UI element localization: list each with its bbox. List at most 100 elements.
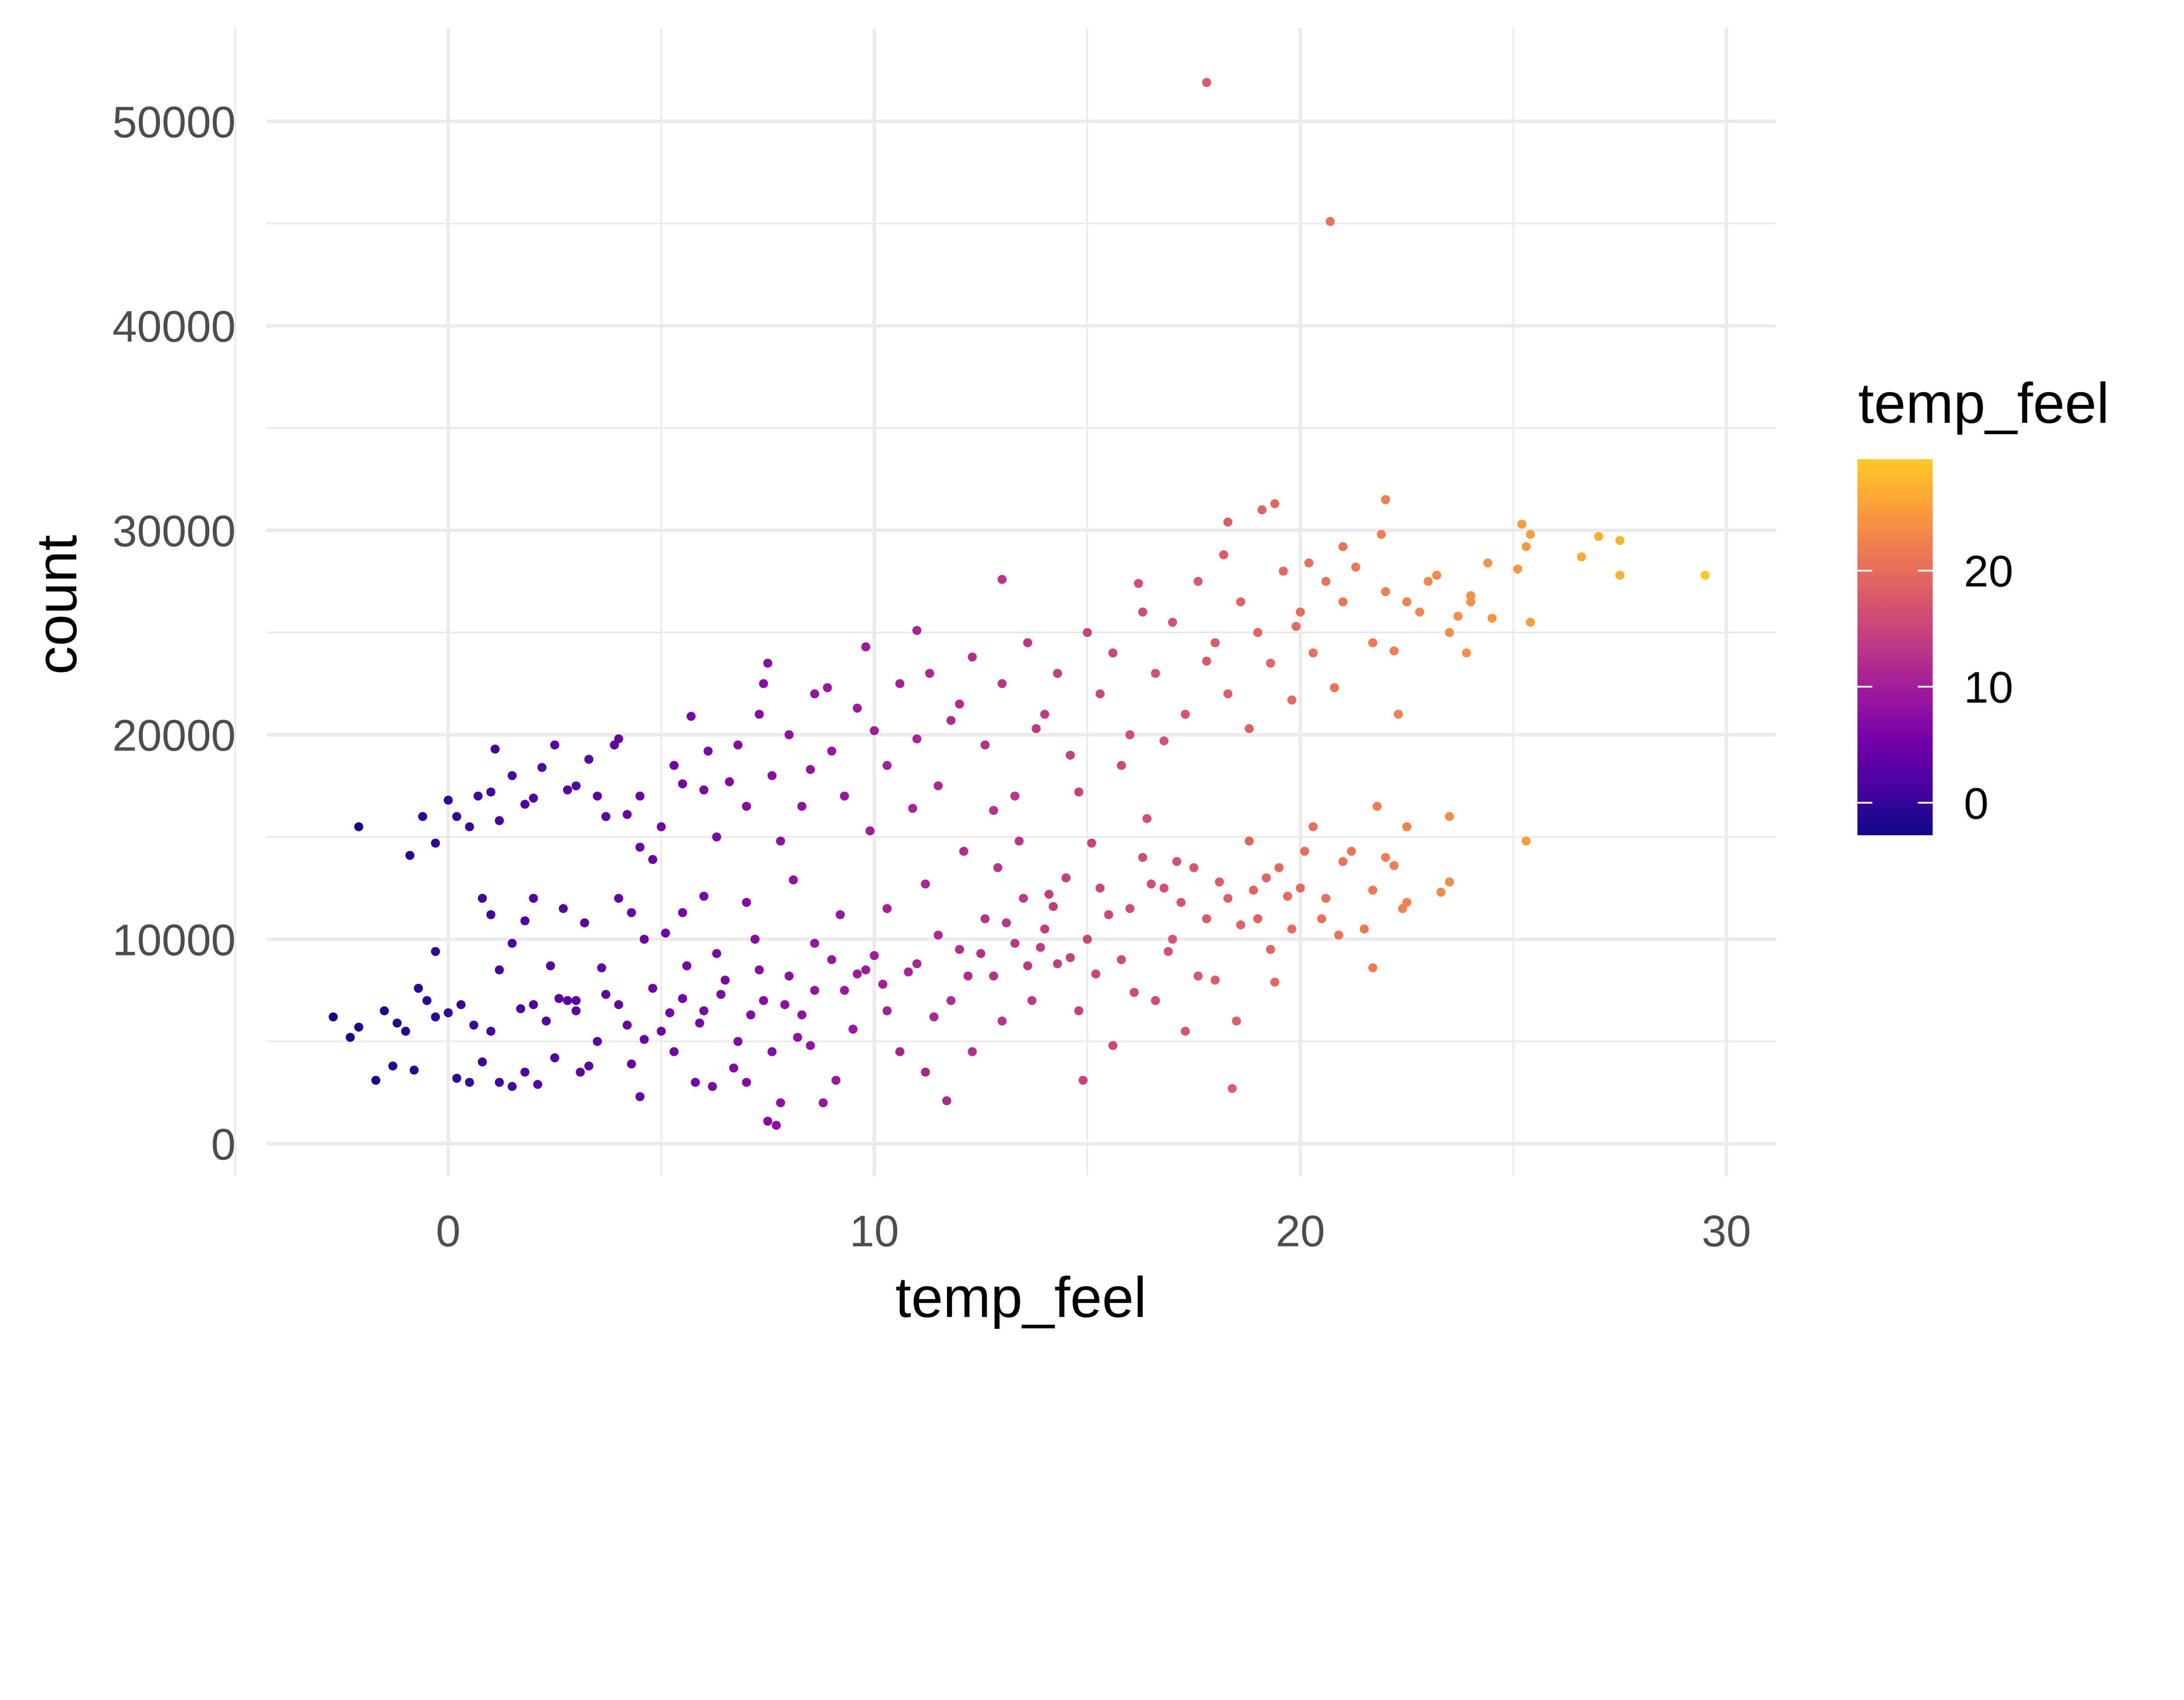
data-point (810, 986, 819, 995)
data-point (414, 983, 423, 993)
data-point (793, 1033, 802, 1042)
data-point (946, 996, 956, 1005)
data-point (1130, 988, 1139, 997)
data-point (1304, 558, 1313, 568)
data-point (955, 699, 964, 709)
data-point (678, 779, 687, 789)
data-point (1053, 959, 1062, 969)
data-point (1108, 1041, 1118, 1050)
data-point (1053, 669, 1062, 678)
data-point (853, 969, 862, 979)
data-point (1138, 853, 1147, 862)
data-point (1483, 558, 1493, 568)
x-tick-label: 10 (850, 1206, 899, 1256)
data-point (520, 916, 530, 925)
data-point (1095, 689, 1105, 699)
data-point (1236, 920, 1245, 930)
y-tick-label: 0 (211, 1120, 236, 1169)
data-point (550, 1053, 560, 1062)
data-point (1202, 914, 1211, 924)
data-point (529, 1000, 538, 1009)
data-point (797, 802, 807, 811)
data-point (1078, 1076, 1088, 1085)
data-point (380, 1006, 389, 1015)
data-point (1445, 877, 1454, 886)
data-point (346, 1033, 355, 1042)
data-point (836, 910, 845, 919)
data-point (405, 851, 415, 860)
data-point (963, 971, 973, 981)
data-point (708, 1082, 717, 1091)
data-point (1381, 495, 1390, 504)
data-point (980, 740, 990, 750)
y-tick-label: 50000 (112, 97, 235, 147)
data-point (729, 1063, 739, 1073)
data-point (477, 893, 487, 903)
data-point (508, 938, 517, 948)
data-point (328, 1012, 338, 1022)
data-point (997, 679, 1007, 688)
data-point (1249, 886, 1258, 895)
data-point (1445, 812, 1454, 821)
data-point (1296, 883, 1305, 893)
data-point (822, 683, 832, 693)
data-point (767, 1047, 777, 1056)
data-point (1368, 638, 1378, 648)
data-point (853, 703, 862, 713)
data-point (1368, 963, 1378, 972)
data-point (989, 806, 999, 815)
data-point (1325, 217, 1335, 226)
data-point (895, 679, 905, 688)
data-point (1232, 1016, 1241, 1026)
data-point (431, 947, 440, 956)
data-point (1317, 914, 1327, 924)
data-point (1074, 1006, 1084, 1015)
data-point (1270, 499, 1279, 508)
data-point (805, 765, 815, 774)
data-point (1065, 751, 1075, 760)
legend-tick-label: 20 (1964, 546, 2013, 596)
data-point (431, 1012, 440, 1022)
data-point (576, 1067, 585, 1077)
x-tick-label: 20 (1275, 1206, 1325, 1256)
data-point (1223, 689, 1233, 699)
data-point (1261, 873, 1271, 883)
data-point (550, 740, 560, 750)
legend-tick-label: 0 (1964, 779, 1989, 828)
data-point (1253, 914, 1262, 924)
data-point (1061, 873, 1071, 883)
data-point (1172, 857, 1182, 866)
data-point (486, 910, 496, 919)
data-point (1402, 822, 1412, 831)
data-point (1147, 879, 1156, 889)
data-point (1082, 934, 1092, 944)
data-point (1108, 648, 1118, 658)
data-point (1526, 530, 1535, 539)
data-point (703, 746, 713, 756)
data-point (508, 1082, 517, 1091)
data-point (997, 1016, 1007, 1026)
data-point (546, 961, 555, 970)
data-point (614, 893, 623, 903)
data-point (1308, 648, 1318, 658)
data-point (1095, 883, 1105, 893)
y-tick-label: 20000 (112, 710, 235, 760)
data-point (1381, 853, 1390, 862)
data-point (622, 1021, 632, 1030)
y-tick-label: 10000 (112, 915, 235, 965)
data-point (1436, 887, 1446, 897)
data-point (976, 949, 985, 958)
data-point (469, 1021, 479, 1030)
data-point (554, 994, 564, 1003)
data-point (422, 996, 432, 1005)
data-point (1368, 886, 1378, 895)
data-point (904, 967, 913, 977)
data-point (431, 838, 440, 848)
data-point (354, 1022, 363, 1032)
data-point (1010, 938, 1019, 948)
data-point (780, 1000, 790, 1009)
data-point (942, 1096, 951, 1106)
data-point (1424, 577, 1433, 586)
data-point (520, 1067, 530, 1077)
data-point (1257, 505, 1267, 514)
